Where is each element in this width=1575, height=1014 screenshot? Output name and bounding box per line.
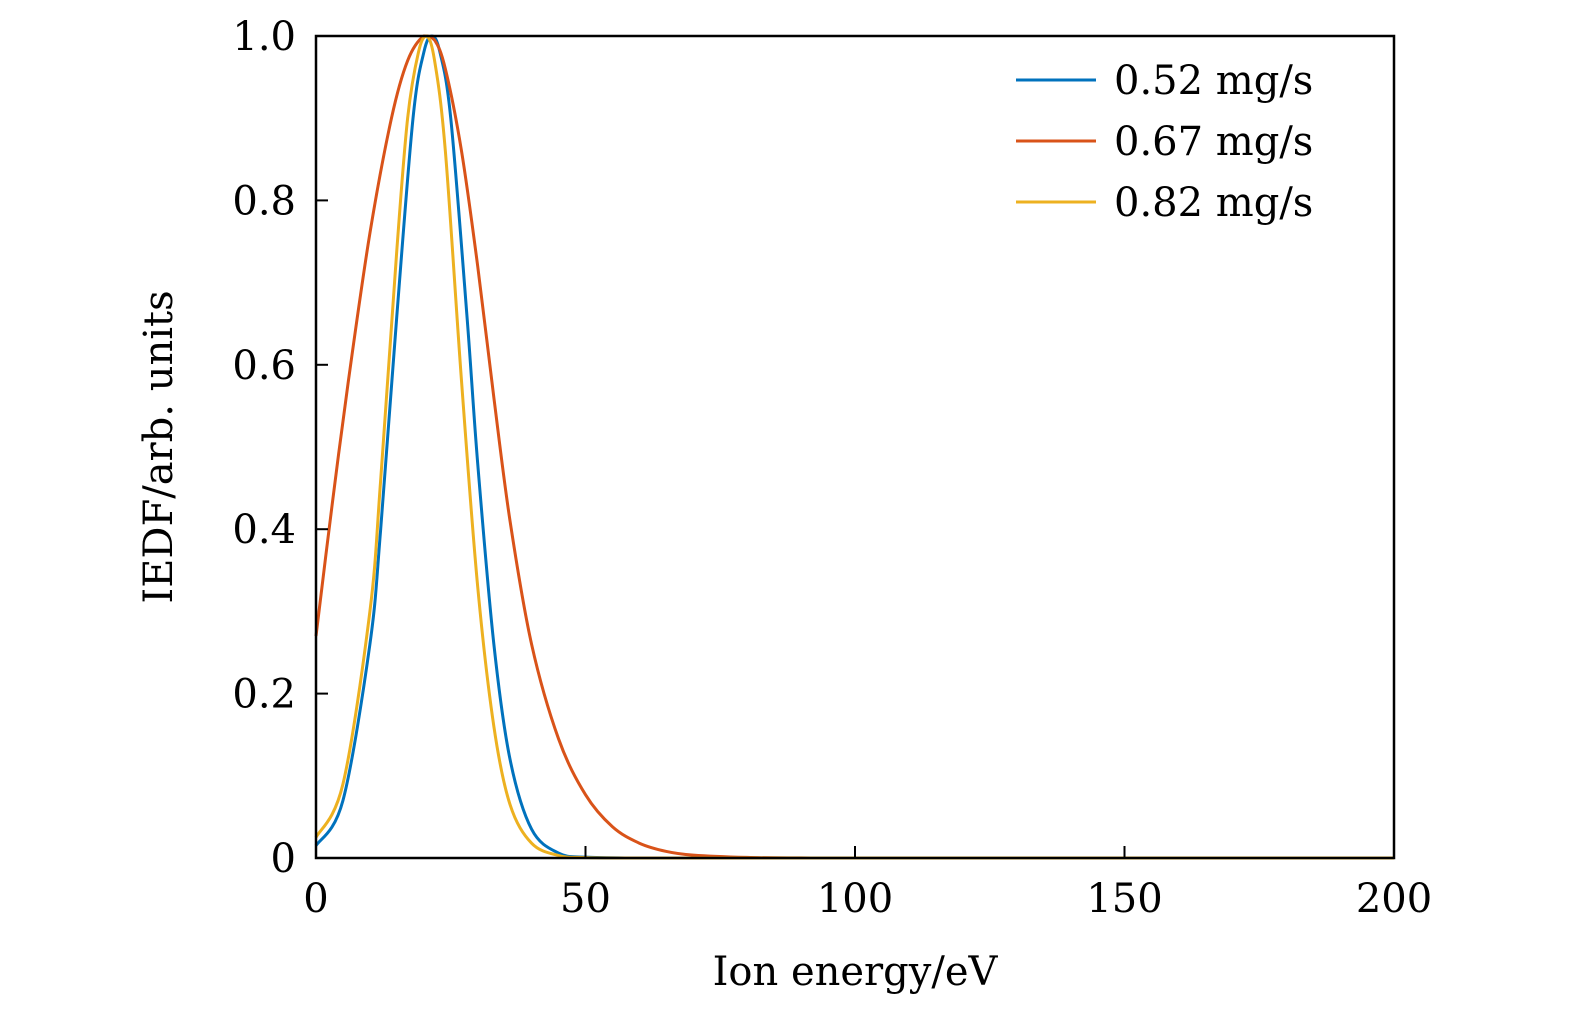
x-tick-label: 0 [303, 876, 328, 922]
legend-label: 0.67 mg/s [1114, 119, 1313, 165]
legend-label: 0.82 mg/s [1114, 180, 1313, 226]
y-tick-label: 0.4 [232, 507, 296, 553]
legend-label: 0.52 mg/s [1114, 58, 1313, 104]
legend: 0.52 mg/s 0.67 mg/s 0.82 mg/s [1016, 58, 1313, 226]
y-tick-label: 1.0 [232, 14, 296, 60]
x-tick-label: 200 [1356, 876, 1432, 922]
x-tick-label: 100 [817, 876, 893, 922]
x-tick-label: 50 [560, 876, 611, 922]
y-axis-label: IEDF/arb. units [136, 290, 182, 603]
x-axis-label: Ion energy/eV [713, 949, 999, 995]
axis-ticks: 0 50 100 150 200 0 0.2 0.4 0.6 0.8 1.0 [232, 14, 1432, 922]
x-tick-label: 150 [1086, 876, 1162, 922]
y-tick-label: 0 [271, 836, 296, 882]
y-tick-label: 0.2 [232, 672, 296, 718]
y-tick-label: 0.8 [232, 178, 296, 224]
y-tick-label: 0.6 [232, 343, 296, 389]
